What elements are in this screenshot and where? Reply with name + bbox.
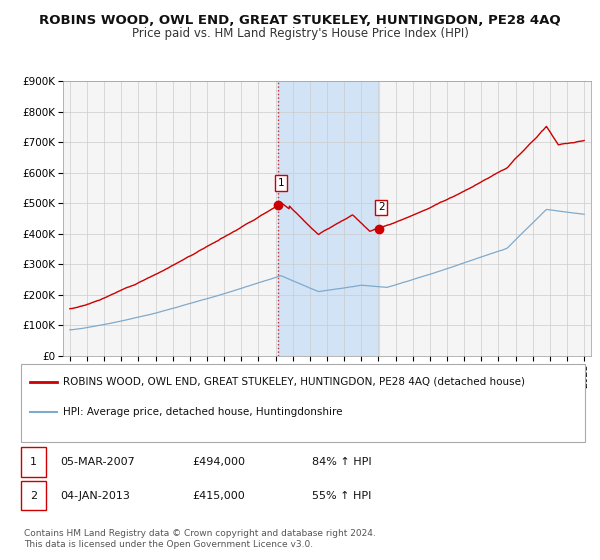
Text: 55% ↑ HPI: 55% ↑ HPI xyxy=(312,491,371,501)
Text: Contains HM Land Registry data © Crown copyright and database right 2024.
This d: Contains HM Land Registry data © Crown c… xyxy=(24,529,376,549)
Text: Price paid vs. HM Land Registry's House Price Index (HPI): Price paid vs. HM Land Registry's House … xyxy=(131,27,469,40)
Text: HPI: Average price, detached house, Huntingdonshire: HPI: Average price, detached house, Hunt… xyxy=(63,407,343,417)
Text: £494,000: £494,000 xyxy=(192,457,245,467)
Text: 1: 1 xyxy=(30,457,37,467)
Text: 05-MAR-2007: 05-MAR-2007 xyxy=(60,457,135,467)
Text: 1: 1 xyxy=(278,178,284,188)
Text: 04-JAN-2013: 04-JAN-2013 xyxy=(60,491,130,501)
Bar xyxy=(278,81,379,356)
Text: 2: 2 xyxy=(378,202,385,212)
Text: ROBINS WOOD, OWL END, GREAT STUKELEY, HUNTINGDON, PE28 4AQ: ROBINS WOOD, OWL END, GREAT STUKELEY, HU… xyxy=(39,14,561,27)
Text: ROBINS WOOD, OWL END, GREAT STUKELEY, HUNTINGDON, PE28 4AQ (detached house): ROBINS WOOD, OWL END, GREAT STUKELEY, HU… xyxy=(63,377,525,387)
Text: £415,000: £415,000 xyxy=(192,491,245,501)
Text: 84% ↑ HPI: 84% ↑ HPI xyxy=(312,457,371,467)
Text: 2: 2 xyxy=(30,491,37,501)
